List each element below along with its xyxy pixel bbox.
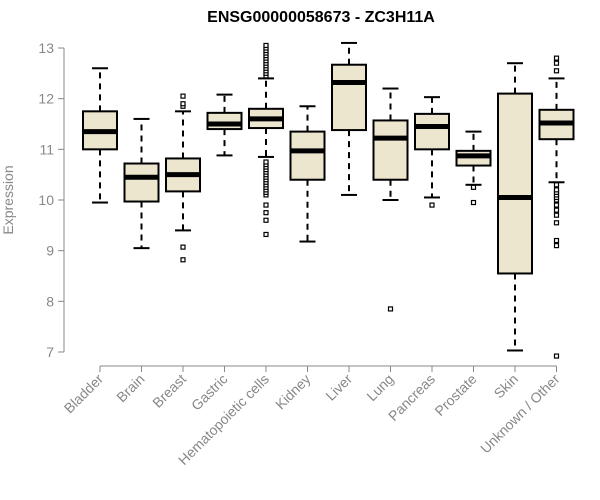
outlier-point xyxy=(553,182,560,188)
x-tick-label: Unknown / Other xyxy=(477,371,563,457)
box-iqr xyxy=(497,92,533,275)
box-iqr xyxy=(123,162,160,203)
y-tick-label: 10 xyxy=(38,192,54,208)
outlier-point xyxy=(180,101,186,107)
box-group xyxy=(123,117,160,250)
outlier-point xyxy=(387,306,394,312)
y-tick-label: 8 xyxy=(46,293,54,309)
y-tick-label: 12 xyxy=(38,91,54,107)
x-tick-label: Lung xyxy=(363,371,396,404)
box-group xyxy=(497,62,533,352)
boxes-group xyxy=(82,41,575,359)
outlier-point xyxy=(553,237,560,244)
outlier-point xyxy=(263,42,269,49)
y-axis: 7 8 9 10 11 12 13 xyxy=(38,40,65,360)
box-group xyxy=(372,87,409,312)
outlier-point xyxy=(553,68,560,74)
outlier-point xyxy=(263,210,269,216)
y-tick-label: 11 xyxy=(39,141,54,157)
outlier-point xyxy=(553,353,560,359)
box-group xyxy=(414,96,450,208)
box-group xyxy=(455,130,492,206)
chart-title: ENSG00000058673 - ZC3H11A xyxy=(207,9,435,26)
x-tick-label: Bladder xyxy=(61,371,107,417)
x-tick-label: Brain xyxy=(113,371,147,405)
outlier-point xyxy=(263,159,269,165)
outlier-point xyxy=(470,199,477,206)
y-tick-label: 13 xyxy=(38,40,54,56)
outlier-point xyxy=(553,187,560,193)
y-axis-label: Expression xyxy=(0,165,16,234)
outlier-point xyxy=(263,231,269,238)
x-tick-label: Breast xyxy=(149,371,189,411)
box-group xyxy=(331,41,367,196)
outlier-point xyxy=(263,202,269,208)
y-tick-label: 9 xyxy=(46,243,54,259)
outlier-point xyxy=(553,207,560,213)
x-tick-label: Skin xyxy=(491,371,522,402)
outlier-point xyxy=(553,212,560,218)
outlier-point xyxy=(553,202,560,208)
box-group xyxy=(206,93,243,157)
box-iqr xyxy=(331,63,367,132)
outlier-point xyxy=(553,55,560,61)
outlier-point xyxy=(180,93,186,99)
box-group xyxy=(165,93,201,263)
box-group xyxy=(82,67,118,204)
box-group xyxy=(248,42,284,238)
x-tick-label: Kidney xyxy=(272,371,314,413)
box-group xyxy=(289,105,326,243)
box-iqr xyxy=(372,119,409,181)
x-tick-label: Prostate xyxy=(431,371,479,419)
outlier-point xyxy=(263,217,269,223)
box-iqr xyxy=(414,112,450,151)
x-tick-label: Liver xyxy=(322,371,355,404)
outlier-point xyxy=(553,60,560,66)
outlier-point xyxy=(553,243,560,249)
outlier-point xyxy=(180,257,186,263)
y-tick-label: 7 xyxy=(46,344,54,360)
box-iqr xyxy=(206,111,243,131)
outlier-point xyxy=(470,184,477,190)
outlier-point xyxy=(429,202,435,208)
outlier-point xyxy=(553,220,560,226)
outlier-point xyxy=(180,244,186,250)
box-group xyxy=(538,55,575,359)
box-iqr xyxy=(289,130,326,181)
